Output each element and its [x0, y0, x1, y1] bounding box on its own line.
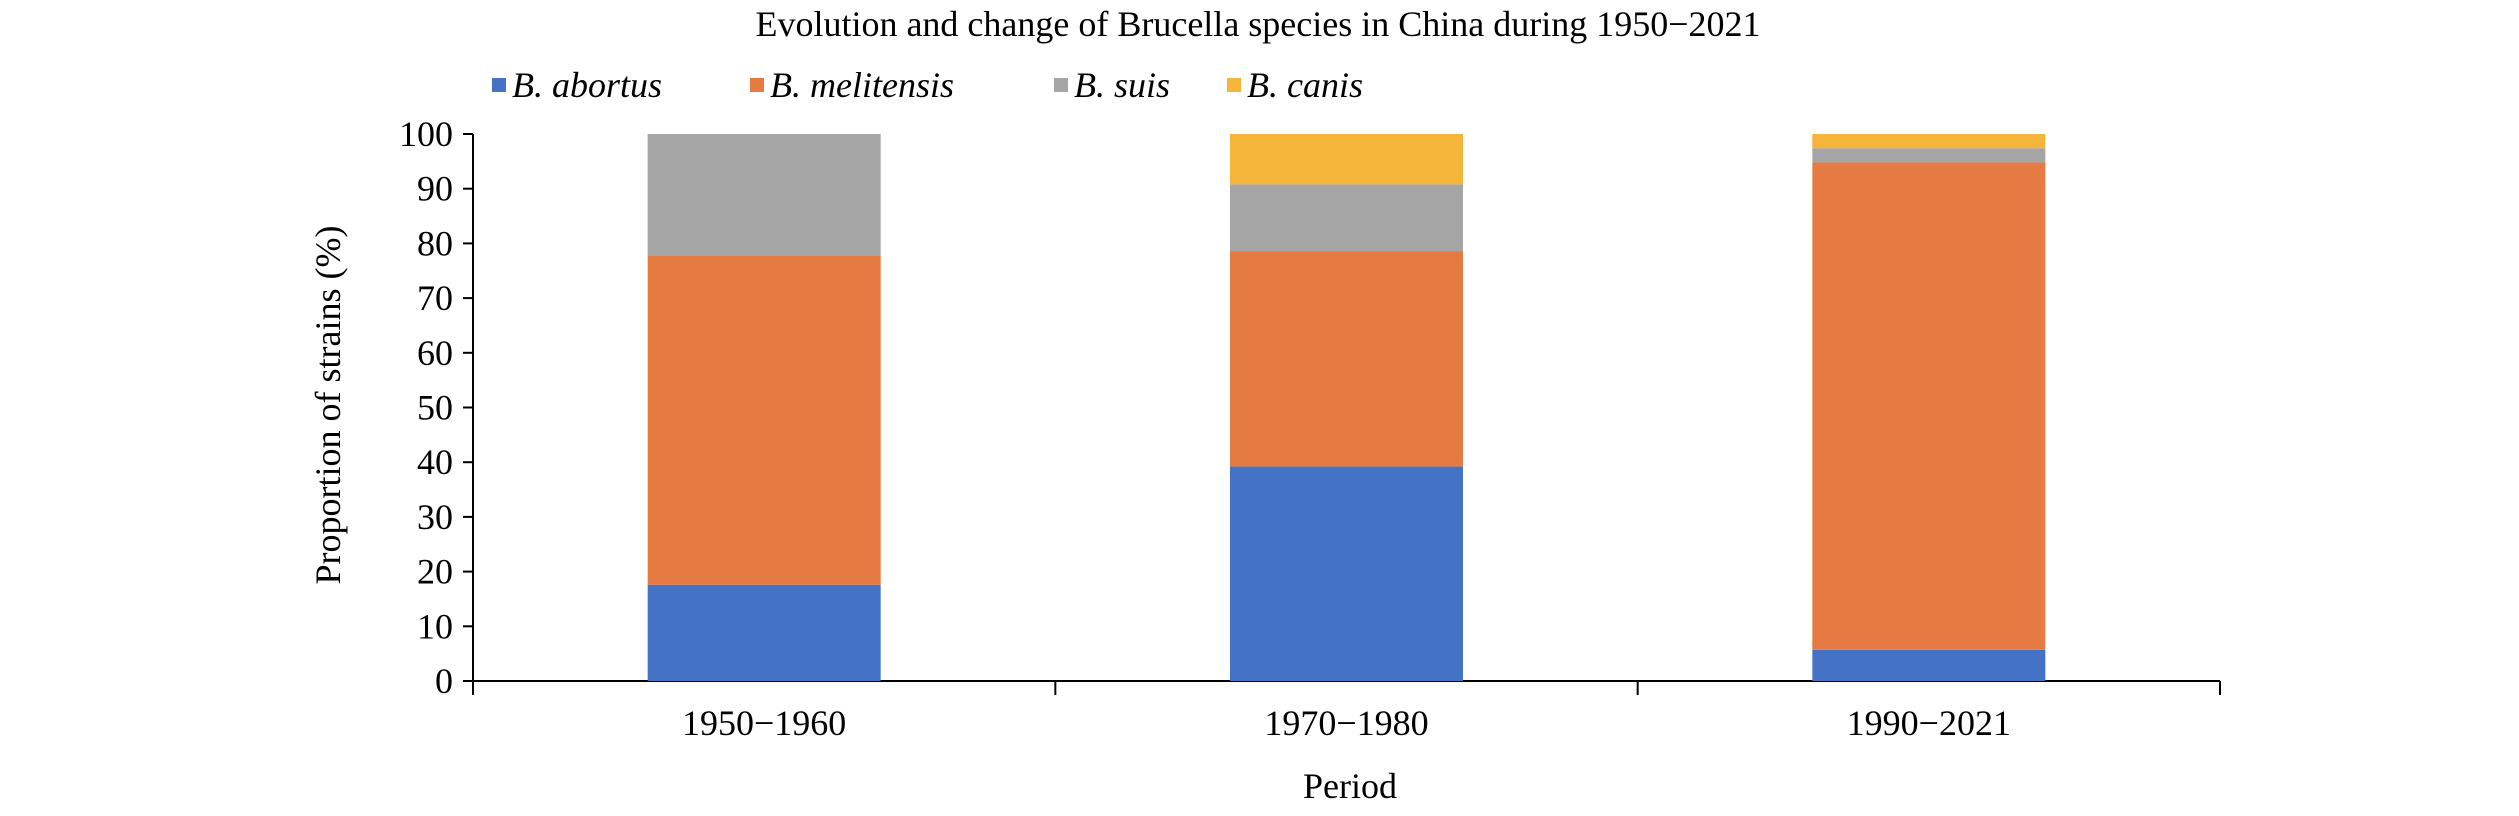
legend: B. abortus B. melitensis B. suis B. canis: [492, 65, 1363, 105]
y-axis: 0 10 20 30 40 50 60 70 80 90 100: [399, 114, 474, 701]
y-tick-label: 100: [399, 114, 453, 154]
legend-label: B. suis: [1074, 65, 1170, 105]
legend-swatch: [492, 78, 506, 92]
legend-swatch: [1227, 78, 1241, 92]
x-tick-label: 1990−2021: [1847, 703, 2011, 743]
y-tick-label: 30: [417, 497, 453, 537]
legend-swatch: [750, 78, 764, 92]
legend-label: B. melitensis: [770, 65, 954, 105]
legend-swatch: [1054, 78, 1068, 92]
y-tick-label: 0: [435, 661, 453, 701]
chart-title: Evolution and change of Brucella species…: [755, 4, 1760, 44]
y-tick-label: 80: [417, 223, 453, 263]
y-tick-label: 90: [417, 169, 453, 209]
bar-segment-b-abortus: [647, 584, 881, 681]
x-tick-label: 1950−1960: [682, 703, 846, 743]
x-tick-label: 1970−1980: [1264, 703, 1428, 743]
bar-segment-b-abortus: [1230, 466, 1463, 681]
bar-segment-b-melitensis: [1230, 251, 1463, 467]
bar-segment-b-canis: [1230, 134, 1463, 185]
bar-segment-b-suis: [647, 134, 881, 256]
x-axis-label: Period: [1303, 766, 1397, 806]
bar-segment-b-canis: [1812, 134, 2046, 149]
bars: [647, 134, 2046, 681]
bar-segment-b-abortus: [1812, 649, 2046, 681]
bar-segment-b-melitensis: [1812, 162, 2046, 650]
y-tick-label: 40: [417, 442, 453, 482]
y-axis-label: Proportion of strains (%): [308, 226, 348, 585]
bar-segment-b-suis: [1812, 148, 2046, 163]
legend-label: B. canis: [1247, 65, 1363, 105]
x-axis: 1950−1960 1970−1980 1990−2021: [472, 680, 2221, 743]
y-tick-label: 50: [417, 388, 453, 428]
bar-segment-b-suis: [1230, 184, 1463, 252]
y-tick-label: 60: [417, 333, 453, 373]
legend-label: B. abortus: [512, 65, 662, 105]
y-tick-label: 70: [417, 278, 453, 318]
y-tick-label: 20: [417, 552, 453, 592]
y-tick-label: 10: [417, 606, 453, 646]
bar-segment-b-melitensis: [647, 255, 881, 585]
